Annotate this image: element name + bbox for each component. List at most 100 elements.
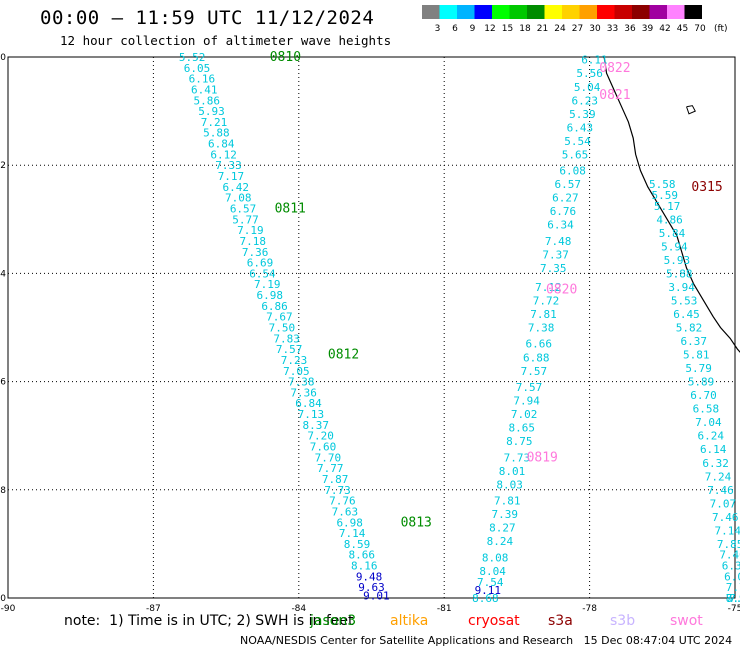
color-legend: 3 6 9 12 15 18 21 24 27 30 33 36 39 42 45 70 (ft) [422,5,728,34]
wave-height-value: 8.59 [344,538,371,551]
legend-swatch [597,5,615,19]
legend-swatch [614,5,632,19]
wave-height-value: 6.57 [555,178,582,191]
legend-tick-label: 30 [589,24,601,34]
wave-height-value: 7.36 [242,246,269,259]
wave-height-value: 7.73 [504,451,531,464]
wave-height-value: 6.88 [523,351,550,364]
lon-tick-label: -90 [1,604,16,614]
wave-height-value: 7.19 [237,224,264,237]
wave-height-value: 7.46 [719,549,740,562]
lon-tick-label: -75 [728,604,740,614]
wave-height-value: 6.37 [722,560,740,573]
legend-swatch [509,5,527,19]
wave-height-value: 5.56 [576,67,603,80]
satellite-label-cryosat: cryosat [468,613,520,629]
wave-height-value: 5.58 [649,178,676,191]
wave-height-value: 6.23 [572,94,599,107]
wave-height-value: 5.84 [659,227,686,240]
wave-height-value: 7.04 [695,416,722,429]
coastline-path [603,56,740,353]
wave-height-value: 6.98 [336,516,363,529]
wave-height-value: 5.89 [688,376,715,389]
lon-tick-label: -87 [146,604,161,614]
wave-height-value: 5.79 [685,362,712,375]
legend-tick-label: 6 [452,24,458,34]
legend-tick-label: 42 [659,24,670,34]
wave-height-value: 7.20 [307,430,334,443]
legend-swatch [632,5,650,19]
wave-height-value: 7.12 [535,281,562,294]
wave-height-value: 7.37 [542,248,569,261]
wave-height-value: 7.08 [225,192,252,205]
wave-height-value: 7.57 [516,381,543,394]
altimeter-tracks: 5.526.056.166.415.865.937.215.886.846.12… [179,51,740,605]
wave-height-value: 7.91 [726,592,740,605]
wave-height-value: 7.17 [218,170,245,183]
wave-height-value: 6.08 [724,570,740,583]
legend-swatch [457,5,475,19]
wave-height-value: 7.72 [533,294,560,307]
satellite-label-altika: altika [390,613,429,629]
wave-height-value: 7.36 [290,386,317,399]
wave-height-value: 5.88 [666,267,693,280]
legend-swatch [667,5,685,19]
wave-height-value: 5.93 [198,105,225,118]
wave-height-value: 9.63 [358,581,385,594]
wave-height-value: 7.48 [545,235,572,248]
legend-swatch [649,5,667,19]
wave-height-value: 8.75 [506,435,533,448]
wave-height-value: 7.94 [513,395,540,408]
legend-swatch [562,5,580,19]
legend-swatch [527,5,545,19]
wave-height-value: 8.04 [479,565,506,578]
lat-tick-label: -20 [0,594,6,604]
wave-height-value: 7.23 [281,354,308,367]
wave-height-value: 7.57 [276,343,303,356]
wave-height-value: 6.37 [681,335,708,348]
coastline [603,56,740,353]
satellite-label-s3b: s3b [610,613,636,629]
wave-height-value: 5.77 [232,213,259,226]
wave-height-value: 7.13 [298,408,325,421]
wave-height-value: 5.39 [569,108,596,121]
wave-height-value: 6.32 [702,457,729,470]
wave-height-value: 6.12 [210,148,237,161]
legend-swatch [544,5,562,19]
wave-height-value: 9.48 [356,570,383,583]
pass-label: 0315 [691,180,722,195]
wave-height-value: 7.73 [324,484,351,497]
lon-tick-label: -78 [582,604,597,614]
wave-height-value: 5.81 [683,349,710,362]
wave-height-value: 6.58 [693,403,720,416]
legend-tick-label: 18 [519,24,531,34]
wave-height-value: 7.73 [726,581,740,594]
wave-height-value: 7.85 [717,538,740,551]
wave-height-value: 6.76 [550,205,577,218]
legend-tick-label: 70 [694,24,706,34]
wave-height-value: 6.86 [261,300,288,313]
legend-tick-label: 45 [677,24,688,34]
legend-unit: (ft) [714,24,728,34]
wave-height-value: 7.33 [215,159,242,172]
legend-tick-label: 27 [572,24,583,34]
wave-height-value: 7.05 [283,365,310,378]
legend-tick-label: 21 [537,24,548,34]
legend-swatch [439,5,457,19]
wave-height-value: 7.57 [521,365,548,378]
wave-height-value: 5.59 [651,189,678,202]
island-outline [686,105,696,115]
wave-height-value: 6.98 [256,289,283,302]
pass-labels: 0810081108120813082208210820081903150314 [270,50,723,530]
wave-height-value: 7.63 [332,505,359,518]
wave-height-value: 8.01 [499,465,526,478]
wave-height-value: 7.14 [339,527,366,540]
wave-height-value: 7.14 [714,524,740,537]
wave-height-value: 6.69 [247,257,274,270]
wave-height-value: 6.84 [295,397,322,410]
wave-height-value: 5.17 [654,200,681,213]
wave-height-value: 6.66 [525,338,552,351]
wave-height-value: 7.07 [710,497,737,510]
wave-height-value: 5.93 [664,254,691,267]
